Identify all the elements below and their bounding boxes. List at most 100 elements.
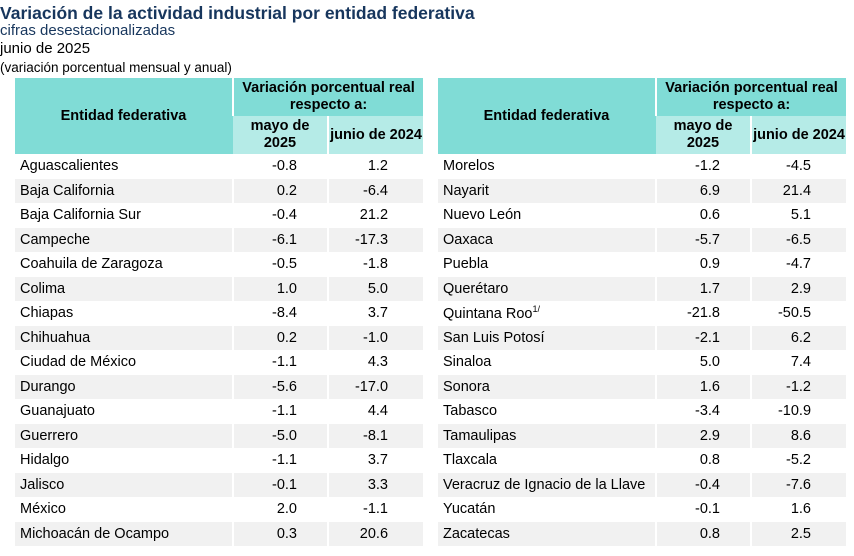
header-junio-2024: junio de 2024 <box>326 116 424 154</box>
entity-name: Querétaro <box>443 280 509 297</box>
annual-change-cell: 4.4 <box>326 399 424 424</box>
monthly-change-cell: 0.6 <box>655 203 751 228</box>
monthly-change-cell: -1.2 <box>655 154 751 179</box>
entity-name: Sonora <box>443 378 490 395</box>
table-row: Baja California 0.2 -6.4 <box>15 178 424 203</box>
entity-cell: Zacatecas <box>438 521 656 546</box>
monthly-change-cell: -1.1 <box>232 350 328 375</box>
monthly-change-cell: -0.8 <box>232 154 328 179</box>
annual-change-cell: 5.0 <box>326 276 424 301</box>
header-junio-2024: junio de 2024 <box>749 116 847 154</box>
table-row: Campeche -6.1 -17.3 <box>15 227 424 252</box>
annual-change-cell: 2.9 <box>749 276 847 301</box>
entity-name: Tabasco <box>443 403 498 420</box>
monthly-change-cell: 2.9 <box>655 423 751 448</box>
monthly-change-cell: 1.7 <box>655 276 751 301</box>
monthly-change-cell: -3.4 <box>655 399 751 424</box>
monthly-change-cell: 0.8 <box>655 521 751 546</box>
header-entity: Entidad federativa <box>438 78 656 154</box>
entity-cell: Aguascalientes <box>15 154 233 179</box>
entity-cell: Quintana Roo1/ <box>438 301 656 326</box>
header-group: Variación porcentual real respecto a: <box>231 78 424 116</box>
entity-name: Nayarit <box>443 182 489 199</box>
entity-name: México <box>20 501 66 518</box>
entity-cell: Baja California Sur <box>15 203 233 228</box>
entity-cell: Durango <box>15 374 233 399</box>
entity-name: Sinaloa <box>443 354 492 371</box>
header-entity: Entidad federativa <box>15 78 233 154</box>
table-row: Guanajuato -1.1 4.4 <box>15 399 424 424</box>
entity-name: Zacatecas <box>443 525 510 542</box>
annual-change-cell: -1.8 <box>326 252 424 277</box>
annual-change-cell: 3.7 <box>326 448 424 473</box>
monthly-change-cell: 5.0 <box>655 350 751 375</box>
header-group: Variación porcentual real respecto a: <box>654 78 847 116</box>
entity-name: Tlaxcala <box>443 452 497 469</box>
annual-change-cell: 20.6 <box>326 521 424 546</box>
annual-change-cell: 7.4 <box>749 350 847 375</box>
table-row: Nuevo León 0.6 5.1 <box>438 203 847 228</box>
annual-change-cell: 3.7 <box>326 301 424 326</box>
monthly-change-cell: -0.5 <box>232 252 328 277</box>
entity-cell: Michoacán de Ocampo <box>15 521 233 546</box>
monthly-change-cell: -0.4 <box>232 203 328 228</box>
units-note: (variación porcentual mensual y anual) <box>0 60 232 75</box>
table-row: Yucatán -0.1 1.6 <box>438 497 847 522</box>
entity-name: San Luis Potosí <box>443 329 545 346</box>
entity-cell: Yucatán <box>438 497 656 522</box>
entity-name: Chiapas <box>20 305 74 322</box>
monthly-change-cell: 0.9 <box>655 252 751 277</box>
monthly-change-cell: 2.0 <box>232 497 328 522</box>
entity-cell: Querétaro <box>438 276 656 301</box>
annual-change-cell: -8.1 <box>326 423 424 448</box>
table-row: Quintana Roo1/-21.8 -50.5 <box>438 301 847 326</box>
entity-name: Morelos <box>443 158 495 175</box>
annual-change-cell: 2.5 <box>749 521 847 546</box>
annual-change-cell: 1.2 <box>326 154 424 179</box>
entity-name: Hidalgo <box>20 452 70 469</box>
entity-cell: Morelos <box>438 154 656 179</box>
entity-cell: Oaxaca <box>438 227 656 252</box>
entity-cell: Coahuila de Zaragoza <box>15 252 233 277</box>
entity-name: Colima <box>20 280 66 297</box>
entity-name: Jalisco <box>20 476 65 493</box>
monthly-change-cell: 0.2 <box>232 178 328 203</box>
monthly-change-cell: -0.1 <box>655 497 751 522</box>
monthly-change-cell: 0.2 <box>232 325 328 350</box>
monthly-change-cell: -5.7 <box>655 227 751 252</box>
table-row: Aguascalientes -0.8 1.2 <box>15 154 424 179</box>
table-row: Oaxaca -5.7 -6.5 <box>438 227 847 252</box>
entity-cell: México <box>15 497 233 522</box>
entity-cell: Colima <box>15 276 233 301</box>
annual-change-cell: 6.2 <box>749 325 847 350</box>
monthly-change-cell: 0.8 <box>655 448 751 473</box>
table-row: Nayarit 6.9 21.4 <box>438 178 847 203</box>
monthly-change-cell: -6.1 <box>232 227 328 252</box>
table-row: Tabasco -3.4 -10.9 <box>438 399 847 424</box>
annual-change-cell: -1.2 <box>749 374 847 399</box>
annual-change-cell: 5.1 <box>749 203 847 228</box>
monthly-change-cell: -21.8 <box>655 301 751 326</box>
header-mayo-2025: mayo de 2025 <box>656 116 751 154</box>
entity-cell: Campeche <box>15 227 233 252</box>
table-row: Guerrero -5.0 -8.1 <box>15 423 424 448</box>
entity-name: Durango <box>20 378 76 395</box>
entity-cell: Nayarit <box>438 178 656 203</box>
table-row: Puebla 0.9 -4.7 <box>438 252 847 277</box>
entity-name: Guanajuato <box>20 403 95 420</box>
table-row: Tlaxcala 0.8 -5.2 <box>438 448 847 473</box>
monthly-change-cell: 6.9 <box>655 178 751 203</box>
table-row: Baja California Sur -0.4 21.2 <box>15 203 424 228</box>
entity-name: Campeche <box>20 231 91 248</box>
entity-name: Guerrero <box>20 427 79 444</box>
table-row: San Luis Potosí -2.1 6.2 <box>438 325 847 350</box>
annual-change-cell: 3.3 <box>326 472 424 497</box>
table-row: Chiapas -8.4 3.7 <box>15 301 424 326</box>
annual-change-cell: 4.3 <box>326 350 424 375</box>
entity-cell: San Luis Potosí <box>438 325 656 350</box>
entity-name: Quintana Roo <box>443 306 533 323</box>
table-row: Querétaro 1.7 2.9 <box>438 276 847 301</box>
entity-cell: Guanajuato <box>15 399 233 424</box>
entity-cell: Veracruz de Ignacio de la Llave <box>438 472 656 497</box>
table-row: Tamaulipas 2.9 8.6 <box>438 423 847 448</box>
